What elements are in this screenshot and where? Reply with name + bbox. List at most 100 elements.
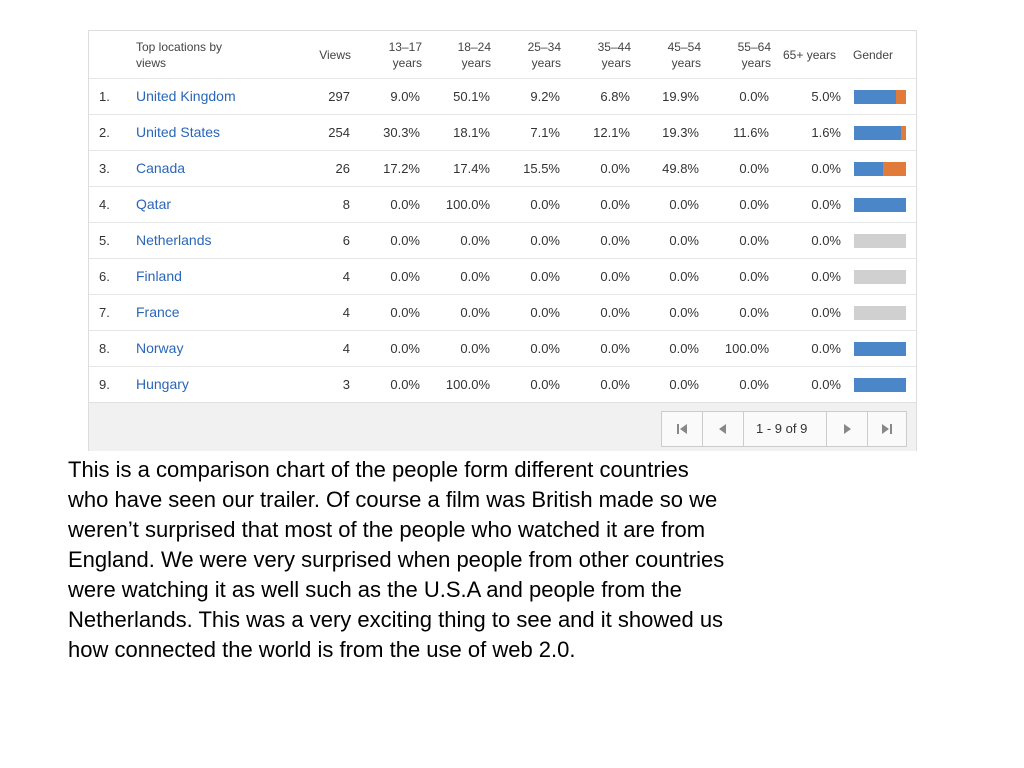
gender-male-segment bbox=[854, 342, 906, 356]
age-share: 0.0% bbox=[390, 341, 420, 356]
last-icon bbox=[882, 424, 892, 434]
page-status: 1 - 9 of 9 bbox=[756, 421, 808, 436]
age-share: 0.0% bbox=[390, 305, 420, 320]
age-share: 12.1% bbox=[593, 125, 630, 140]
table-footer: 1 - 9 of 9 bbox=[89, 402, 916, 451]
paragraph-line: Netherlands. This was a very exciting th… bbox=[68, 607, 724, 632]
rank: 5. bbox=[99, 233, 110, 248]
rank: 8. bbox=[99, 341, 110, 356]
age-share: 0.0% bbox=[530, 341, 560, 356]
age-share: 15.5% bbox=[523, 161, 560, 176]
gender-bar bbox=[854, 306, 906, 320]
age-share: 0.0% bbox=[811, 377, 841, 392]
next-page-button[interactable] bbox=[826, 412, 868, 446]
gender-bar bbox=[854, 234, 906, 248]
column-header: 55–64 years bbox=[737, 40, 771, 70]
column-header: Views bbox=[319, 48, 351, 62]
location-link[interactable]: Netherlands bbox=[136, 232, 212, 248]
rank: 7. bbox=[99, 305, 110, 320]
age-share: 100.0% bbox=[445, 197, 490, 212]
gender-bar bbox=[854, 90, 906, 104]
gender-bar bbox=[854, 378, 906, 392]
age-share: 17.2% bbox=[383, 161, 420, 176]
paragraph-line: weren’t surprised that most of the peopl… bbox=[68, 517, 706, 542]
location-link[interactable]: United States bbox=[136, 124, 221, 140]
column-header: 65+ years bbox=[783, 48, 837, 62]
age-share: 19.9% bbox=[662, 89, 699, 104]
paragraph-line: were watching it as well such as the U.S… bbox=[68, 577, 682, 602]
gender-bar bbox=[854, 342, 906, 356]
age-share: 11.6% bbox=[733, 125, 769, 140]
age-share: 30.3% bbox=[383, 125, 420, 140]
age-share: 0.0% bbox=[530, 377, 560, 392]
paragraph-line: who have seen our trailer. Of course a f… bbox=[68, 487, 718, 512]
age-share: 0.0% bbox=[460, 269, 490, 284]
column-header: 18–24 years bbox=[457, 40, 491, 70]
gender-male-segment bbox=[854, 162, 883, 176]
first-page-button[interactable] bbox=[662, 412, 703, 446]
age-share: 0.0% bbox=[739, 233, 769, 248]
views: 254 bbox=[328, 125, 350, 140]
rank: 9. bbox=[99, 377, 110, 392]
gender-bar bbox=[854, 126, 906, 140]
table-row: 2. United States 254 30.3% 18.1% 7.1% 12.1% 19.… bbox=[89, 114, 916, 151]
age-share: 0.0% bbox=[811, 197, 841, 212]
column-header: 45–54 years bbox=[667, 40, 701, 70]
rank: 3. bbox=[99, 161, 110, 176]
rank: 2. bbox=[99, 125, 110, 140]
last-page-button[interactable] bbox=[867, 412, 907, 446]
table-row: 9. Hungary 3 0.0% 100.0% 0.0% 0.0% 0.0% 0.0% 0.0% bbox=[89, 366, 916, 403]
gender-bar bbox=[854, 198, 906, 212]
age-share: 0.0% bbox=[600, 341, 630, 356]
age-share: 0.0% bbox=[530, 197, 560, 212]
column-header: 13–17 years bbox=[388, 40, 422, 70]
age-share: 18.1% bbox=[453, 125, 490, 140]
age-share: 0.0% bbox=[811, 341, 841, 356]
age-share: 0.0% bbox=[811, 233, 841, 248]
age-share: 0.0% bbox=[739, 89, 769, 104]
age-share: 0.0% bbox=[600, 305, 630, 320]
rank: 1. bbox=[99, 89, 110, 104]
age-share: 0.0% bbox=[669, 377, 699, 392]
age-share: 0.0% bbox=[811, 161, 841, 176]
age-share: 0.0% bbox=[460, 233, 490, 248]
location-link[interactable]: Finland bbox=[136, 268, 182, 284]
age-share: 0.0% bbox=[390, 197, 420, 212]
table-row: 6. Finland 4 0.0% 0.0% 0.0% 0.0% 0.0% 0.0% 0.0% bbox=[89, 258, 916, 295]
table-row: 7. France 4 0.0% 0.0% 0.0% 0.0% 0.0% 0.0% 0.0% bbox=[89, 294, 916, 331]
location-link[interactable]: Qatar bbox=[136, 196, 172, 212]
location-link[interactable]: France bbox=[136, 304, 180, 320]
gender-male-segment bbox=[854, 126, 901, 140]
location-link[interactable]: Canada bbox=[136, 160, 186, 176]
rank: 6. bbox=[99, 269, 110, 284]
views: 297 bbox=[328, 89, 350, 104]
age-share: 0.0% bbox=[390, 269, 420, 284]
age-share: 100.0% bbox=[445, 377, 490, 392]
age-share: 0.0% bbox=[739, 161, 769, 176]
views: 3 bbox=[342, 377, 350, 392]
location-link[interactable]: Norway bbox=[136, 340, 184, 356]
age-share: 5.0% bbox=[811, 89, 841, 104]
age-share: 0.0% bbox=[739, 269, 769, 284]
age-share: 49.8% bbox=[662, 161, 699, 176]
pager: 1 - 9 of 9 bbox=[661, 411, 907, 447]
gender-male-segment bbox=[854, 90, 896, 104]
location-link[interactable]: Hungary bbox=[136, 376, 189, 392]
first-icon bbox=[677, 424, 687, 434]
age-share: 0.0% bbox=[530, 269, 560, 284]
age-share: 0.0% bbox=[600, 233, 630, 248]
age-share: 0.0% bbox=[390, 377, 420, 392]
age-share: 0.0% bbox=[669, 197, 699, 212]
age-share: 9.2% bbox=[530, 89, 560, 104]
age-share: 0.0% bbox=[600, 377, 630, 392]
age-share: 0.0% bbox=[530, 233, 560, 248]
table-row: 8. Norway 4 0.0% 0.0% 0.0% 0.0% 0.0% 100.0% 0.0% bbox=[89, 330, 916, 367]
views: 8 bbox=[342, 197, 350, 212]
age-share: 0.0% bbox=[811, 269, 841, 284]
gender-bar bbox=[854, 270, 906, 284]
views: 6 bbox=[342, 233, 350, 248]
prev-page-button[interactable] bbox=[703, 412, 744, 446]
column-header: Top locations by views bbox=[136, 40, 223, 70]
location-link[interactable]: United Kingdom bbox=[136, 88, 236, 104]
